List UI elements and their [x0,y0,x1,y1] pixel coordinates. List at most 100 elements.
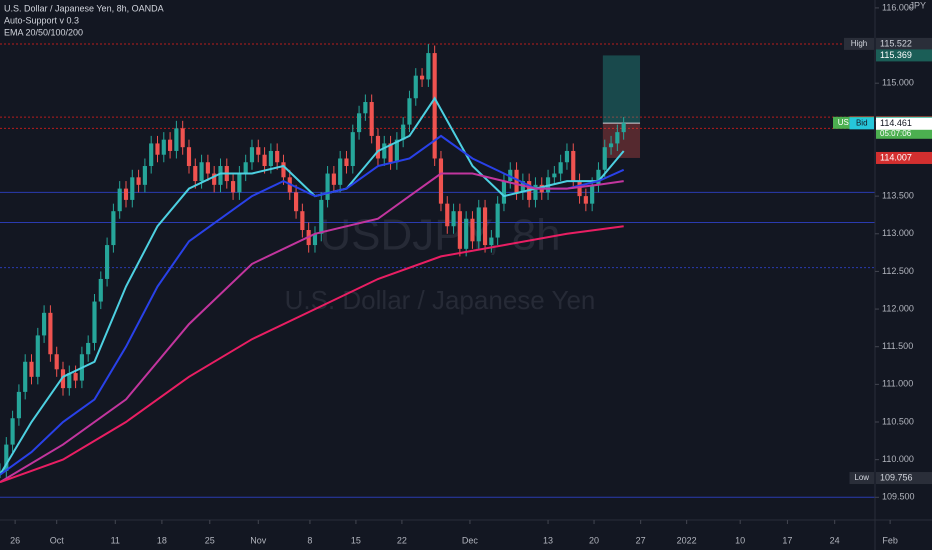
badge-name: Bid [856,118,868,127]
x-tick-label: 11 [111,535,120,545]
candle-body [155,143,160,155]
price-badge-label: 109.756 [880,472,913,482]
candle-body [564,150,570,163]
candle-body [495,203,500,238]
candle-body [174,128,179,151]
candle-body [123,188,129,200]
candle-body [533,184,538,200]
candle-body [105,245,110,279]
candle-body [590,184,595,204]
candle-body [300,211,305,231]
candle-body [577,181,582,197]
candle-body [363,102,368,114]
badge-name: Low [854,473,869,482]
candle-body [608,143,614,148]
y-tick-label: 112.000 [882,303,914,313]
candle-body [356,113,362,133]
axes: 116.000115.000114.500113.500113.000112.5… [10,2,932,545]
candle-body [231,181,236,193]
candle-body [451,211,456,227]
candle-body [243,162,248,174]
candle-body [42,312,47,336]
candle-body [199,162,204,182]
candle-body [489,237,494,246]
candle-body [501,181,507,204]
candle-body [476,207,481,242]
candle-body [48,312,53,355]
x-tick-label: 2022 [677,535,697,545]
badge-name-box [849,117,874,130]
candle-body [205,162,210,174]
candle-body [394,139,399,163]
x-tick-label: 20 [589,535,599,545]
candle-body [520,181,525,193]
price-badge [876,151,932,164]
candle-body [514,169,519,193]
candle-body [186,147,192,167]
x-tick-label: 26 [10,535,20,545]
candle-body [438,158,444,204]
candle-body [130,177,135,200]
candle-body [86,342,91,355]
candle-body [293,192,299,212]
plot [0,43,875,498]
candle-body [445,203,450,227]
price-badge-label: 114.461 [880,118,912,128]
candle-body [344,158,349,167]
candle-body [401,124,406,140]
candle-body [571,150,576,182]
y-tick-label: 113.000 [882,228,914,238]
ema-line [0,172,624,484]
candle-body [281,162,286,178]
candle-body [237,173,242,193]
candle-body [419,75,425,80]
candle-body [482,207,488,246]
candle-body [117,188,122,212]
candle-body [23,361,28,392]
candle-body [583,196,588,204]
y-tick-label: 110.500 [882,416,914,426]
candle-body [29,361,34,377]
candle-body [149,143,154,167]
candle-body [98,278,103,302]
x-tick-label: Dec [462,535,479,545]
price-badge-label: 115.369 [880,50,912,60]
candle-body [596,169,601,185]
candle-body [375,135,381,159]
candle-body [92,301,97,343]
candle-body [558,162,563,174]
indicator-label: Auto-Support v 0.3 [4,15,79,25]
candle-body [10,418,15,445]
y-tick-label: 112.500 [882,266,914,276]
candle-body [168,139,173,151]
candle-body [552,173,557,178]
candle-body [136,177,141,185]
candle-body [382,143,387,159]
y-tick-label: 111.000 [882,379,913,389]
candle-body [4,444,9,471]
candle-body [602,147,607,170]
candle-body [325,173,330,200]
candle-body [426,53,431,80]
candle-body [35,335,40,377]
chart-title: U.S. Dollar / Japanese Yen, 8h, OANDA [4,3,164,13]
badge-name-box [844,37,874,50]
x-tick-label: 27 [636,535,646,545]
price-badge [876,37,932,50]
candle-body [407,98,412,125]
y-tick-label: 111.500 [882,341,913,351]
currency-label: JPY [909,0,926,10]
candle-body [268,150,273,167]
candle-body [413,75,418,99]
candle-body [60,369,66,389]
x-tick-label: 10 [735,535,745,545]
ema-line [0,134,625,476]
x-tick-label: 13 [543,535,553,545]
target-zone [602,55,641,124]
x-tick-label: Nov [250,535,267,545]
price-badge [876,117,932,130]
countdown: 05:07:06 [880,129,912,138]
x-tick-label: Oct [50,535,65,545]
